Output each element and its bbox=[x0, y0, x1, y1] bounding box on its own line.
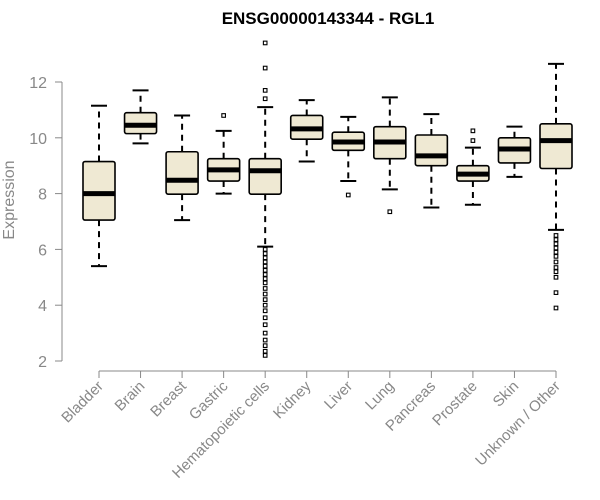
box-bladder bbox=[82, 104, 116, 268]
outlier-point bbox=[262, 280, 268, 286]
y-tick-label: 6 bbox=[38, 242, 47, 259]
outlier-point bbox=[221, 113, 226, 118]
y-tick-label: 4 bbox=[38, 298, 47, 315]
outlier-point bbox=[553, 290, 559, 295]
outlier-point bbox=[470, 128, 476, 134]
outlier-point bbox=[553, 245, 559, 251]
box-iqr bbox=[539, 123, 573, 170]
box-pancreas bbox=[414, 113, 449, 209]
y-tick-label: 10 bbox=[29, 131, 47, 148]
outlier-point bbox=[262, 259, 268, 265]
y-axis: 2 4 6 8 10 12 bbox=[29, 75, 63, 371]
outlier-point bbox=[262, 302, 268, 308]
box-unknown-other bbox=[539, 62, 573, 311]
outlier-point bbox=[262, 297, 268, 302]
outlier-point bbox=[262, 65, 268, 71]
box-prostate bbox=[456, 128, 490, 206]
outlier-point bbox=[553, 274, 559, 280]
outlier-point bbox=[262, 322, 268, 328]
outlier-point bbox=[345, 192, 351, 198]
box-skin bbox=[497, 125, 532, 178]
outlier-point bbox=[262, 251, 268, 256]
x-tick-label: Bladder bbox=[58, 378, 107, 427]
outlier-point bbox=[262, 315, 268, 321]
box-kidney bbox=[289, 99, 324, 163]
y-tick-label: 12 bbox=[29, 75, 47, 92]
outlier-point bbox=[262, 247, 268, 252]
outlier-point bbox=[262, 343, 268, 349]
outlier-point bbox=[553, 265, 559, 270]
outlier-point bbox=[553, 241, 559, 247]
outlier-point bbox=[553, 259, 559, 265]
outlier-point bbox=[262, 96, 268, 102]
x-tick-label: Breast bbox=[147, 377, 190, 420]
outlier-point bbox=[553, 249, 559, 255]
outlier-point bbox=[553, 269, 559, 275]
box-gastric bbox=[206, 113, 241, 195]
x-tick-label: Liver bbox=[321, 378, 356, 413]
outlier-point bbox=[262, 330, 268, 336]
box-liver bbox=[331, 115, 366, 198]
outlier-point bbox=[262, 337, 268, 343]
box-iqr bbox=[248, 157, 282, 195]
outlier-point bbox=[553, 233, 559, 238]
outlier-point bbox=[262, 308, 268, 314]
y-axis-label: Expression bbox=[1, 160, 18, 239]
outlier-point bbox=[262, 255, 268, 261]
x-tick-label: Prostate bbox=[429, 378, 481, 430]
outlier-point bbox=[262, 348, 268, 354]
outlier-point bbox=[262, 263, 268, 269]
outlier-point bbox=[387, 209, 393, 215]
outlier-point bbox=[470, 138, 476, 143]
outlier-point bbox=[262, 276, 268, 282]
outlier-point bbox=[553, 254, 559, 259]
box-brain bbox=[123, 89, 158, 145]
y-tick-label: 8 bbox=[38, 187, 47, 204]
outlier-point bbox=[262, 272, 268, 277]
outlier-point bbox=[262, 353, 268, 358]
chart-title: ENSG00000143344 - RGL1 bbox=[222, 9, 435, 28]
x-tick-label: Lung bbox=[362, 378, 398, 414]
box-lung bbox=[373, 96, 407, 215]
outlier-point bbox=[262, 291, 268, 297]
x-tick-label: Brain bbox=[112, 378, 149, 415]
outlier-point bbox=[553, 305, 559, 311]
box-breast bbox=[165, 114, 199, 222]
outlier-point bbox=[262, 286, 268, 291]
outlier-point bbox=[262, 40, 268, 46]
outlier-point bbox=[262, 88, 268, 93]
box-hematopoietic-cells bbox=[248, 40, 282, 358]
box-iqr bbox=[82, 160, 116, 221]
y-tick-label: 2 bbox=[38, 354, 47, 371]
box-iqr bbox=[414, 134, 449, 167]
outlier-point bbox=[553, 237, 559, 242]
x-tick-label: Kidney bbox=[270, 377, 315, 422]
plot-area bbox=[82, 40, 573, 358]
box-iqr bbox=[165, 150, 199, 195]
outlier-point bbox=[262, 267, 268, 273]
x-tick-label: Skin bbox=[490, 378, 523, 411]
